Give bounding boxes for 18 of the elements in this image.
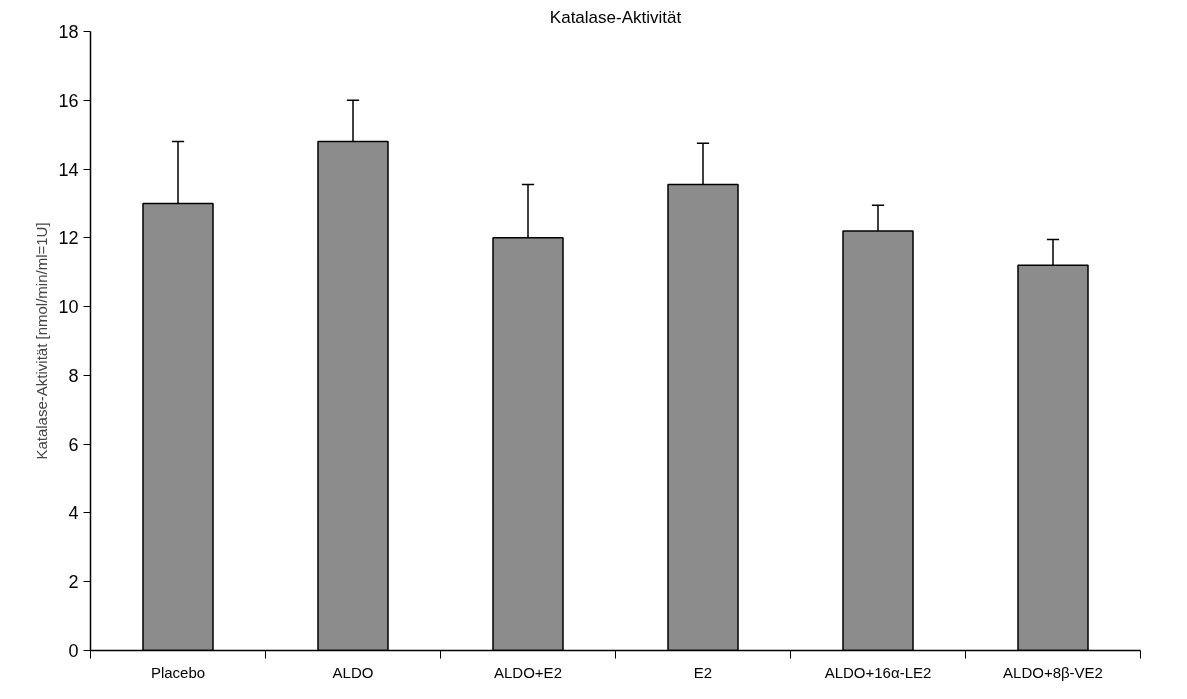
y-tick-label: 14 (58, 159, 79, 180)
y-tick-label: 10 (58, 297, 79, 318)
y-tick-label: 18 (58, 22, 79, 42)
y-tick-label: 0 (68, 641, 79, 661)
y-tick-label: 8 (68, 365, 79, 386)
chart-title: Katalase-Aktivität (549, 7, 682, 27)
x-tick-label: ALDO+16α-LE2 (824, 663, 932, 681)
x-tick-label: ALDO+8β-VE2 (1003, 663, 1103, 681)
y-tick-label: 2 (68, 572, 79, 593)
y-axis-title: Katalase-Aktivität [nmol/min/ml=1U] (33, 222, 51, 460)
x-tick-label: E2 (693, 663, 713, 681)
y-tick-label: 4 (68, 503, 79, 524)
y-tick-label: 6 (68, 434, 79, 455)
y-tick-label: 16 (58, 90, 79, 111)
x-tick-label: ALDO (332, 663, 374, 681)
x-tick-label: Placebo (150, 663, 206, 681)
y-tick-label: 12 (58, 228, 79, 249)
x-tick-label: ALDO+E2 (494, 663, 562, 681)
